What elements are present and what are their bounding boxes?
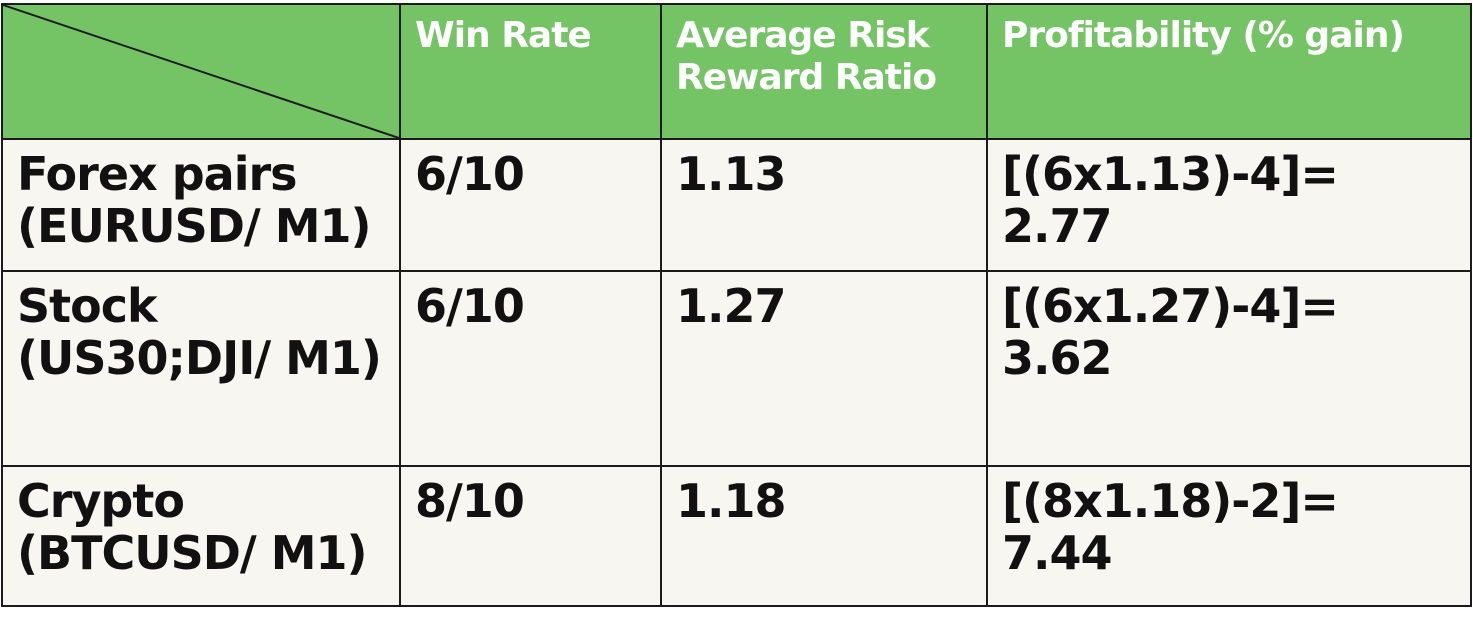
table-row: Crypto (BTCUSD/ M1) 8/10 1.18 [(8x1.18)-… <box>1 465 1472 607</box>
win-rate-cell: 6/10 <box>399 270 662 467</box>
corner-header-cell <box>1 3 401 140</box>
row-market-label: Crypto (BTCUSD/ M1) <box>1 465 401 607</box>
header-profitability: Profitability (% gain) <box>986 3 1472 140</box>
diagonal-divider <box>3 5 399 138</box>
comparison-table-container: Win Rate Average Risk Reward Ratio Profi… <box>1 3 1472 607</box>
row-market-label: Forex pairs (EURUSD/ M1) <box>1 138 401 272</box>
risk-reward-cell: 1.18 <box>660 465 988 607</box>
header-row: Win Rate Average Risk Reward Ratio Profi… <box>1 3 1472 140</box>
comparison-table: Win Rate Average Risk Reward Ratio Profi… <box>1 3 1472 607</box>
risk-reward-cell: 1.13 <box>660 138 988 272</box>
profitability-cell: [(6x1.27)-4]= 3.62 <box>986 270 1472 467</box>
win-rate-cell: 8/10 <box>399 465 662 607</box>
row-market-label: Stock (US30;DJI/ M1) <box>1 270 401 467</box>
header-win-rate: Win Rate <box>399 3 662 140</box>
profitability-cell: [(6x1.13)-4]= 2.77 <box>986 138 1472 272</box>
table-row: Forex pairs (EURUSD/ M1) 6/10 1.13 [(6x1… <box>1 138 1472 272</box>
profitability-cell: [(8x1.18)-2]= 7.44 <box>986 465 1472 607</box>
risk-reward-cell: 1.27 <box>660 270 988 467</box>
header-risk-reward: Average Risk Reward Ratio <box>660 3 988 140</box>
win-rate-cell: 6/10 <box>399 138 662 272</box>
table-row: Stock (US30;DJI/ M1) 6/10 1.27 [(6x1.27)… <box>1 270 1472 467</box>
